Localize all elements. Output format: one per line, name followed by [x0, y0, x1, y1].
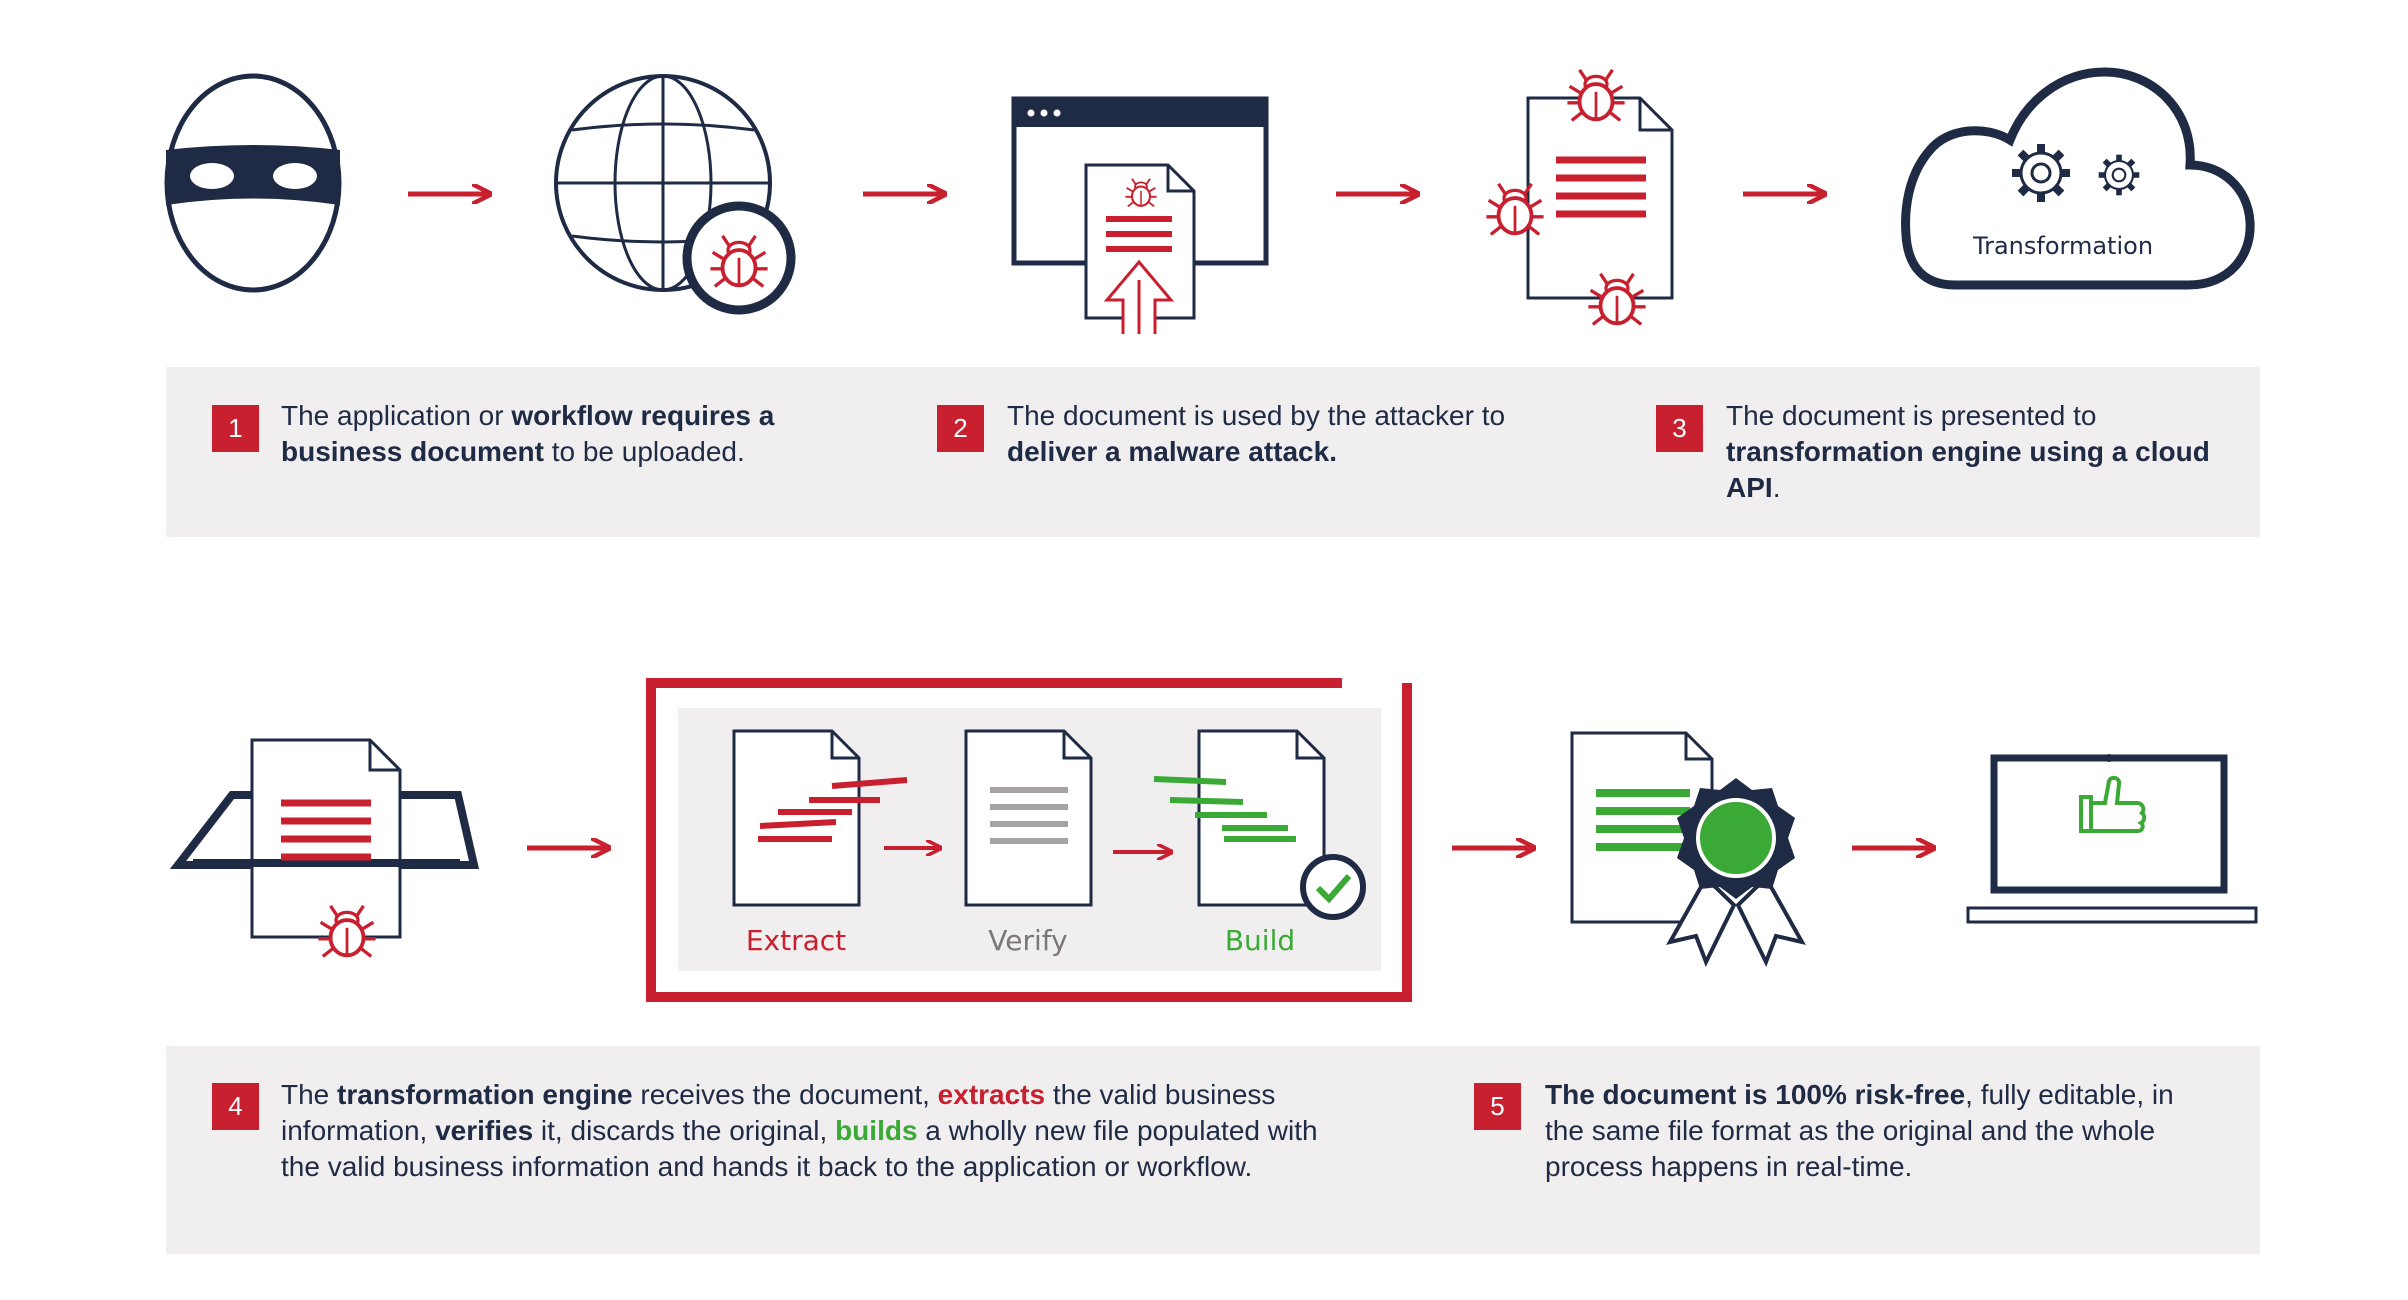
certified-document-icon [1570, 731, 1806, 967]
step-4-fragment: receives the document, [632, 1079, 938, 1110]
step-2-text: The document is used by the attacker to … [1007, 398, 1567, 470]
step-4-fragment: extracts [937, 1079, 1046, 1110]
step-2-fragment: The document is used by the attacker to [1007, 400, 1506, 431]
step-3-fragment: transformation engine using a cloud API [1726, 436, 2210, 503]
step-4-fragment: a wholly new file populated with the val… [281, 1115, 1318, 1182]
step-1-fragment: The application or [281, 400, 512, 431]
step-3-fragment: The document is presented to [1726, 400, 2097, 431]
steps-panel-top [166, 367, 2260, 537]
cloud-label: Transformation [1972, 232, 2154, 260]
step-4-fragment: it, discards the original, [533, 1115, 836, 1146]
step-3-text: The document is presented to transformat… [1726, 398, 2226, 506]
step-4-fragment: builds [835, 1115, 918, 1146]
infected-document-icon [1484, 67, 1674, 327]
step-5-text: The document is 100% risk-free, fully ed… [1545, 1077, 2195, 1185]
globe-malware-icon [554, 74, 796, 315]
laptop-thumbs-up-icon [1966, 754, 2258, 924]
scanner-document-icon [169, 738, 480, 959]
step-5-fragment: , fully editable, in the same file forma… [1545, 1079, 2174, 1182]
step-1-fragment: to be uploaded. [543, 436, 745, 467]
step-5-fragment: The document is 100% risk-free [1545, 1079, 1966, 1110]
step-4-badge: 4 [212, 1083, 259, 1130]
step-1-badge: 1 [212, 405, 259, 452]
verify-label: Verify [988, 924, 1068, 957]
step-3-fragment: . [1772, 472, 1781, 503]
step-4-fragment: The [281, 1079, 338, 1110]
step-4-fragment: the valid business information, [281, 1079, 1276, 1146]
attacker-icon [164, 73, 342, 293]
steps-panel-bottom [166, 1046, 2260, 1254]
step-5-badge: 5 [1474, 1083, 1521, 1130]
extract-label: Extract [745, 924, 847, 957]
step-1-fragment: workflow requires a business document [281, 400, 775, 467]
step-4-text: The transformation engine receives the d… [281, 1077, 1361, 1185]
step-2-fragment: deliver a malware attack. [1007, 436, 1337, 467]
step-2-badge: 2 [937, 405, 984, 452]
step-1-text: The application or workflow requires a b… [281, 398, 841, 470]
step-3-badge: 3 [1656, 405, 1703, 452]
step-4-fragment: verifies [435, 1115, 534, 1146]
browser-upload-icon [1011, 96, 1269, 334]
build-label: Build [1224, 924, 1296, 957]
transformation-engine-frame [646, 678, 1412, 1002]
cloud-icon [1901, 67, 2255, 290]
step-4-fragment: transformation engine [337, 1079, 633, 1110]
